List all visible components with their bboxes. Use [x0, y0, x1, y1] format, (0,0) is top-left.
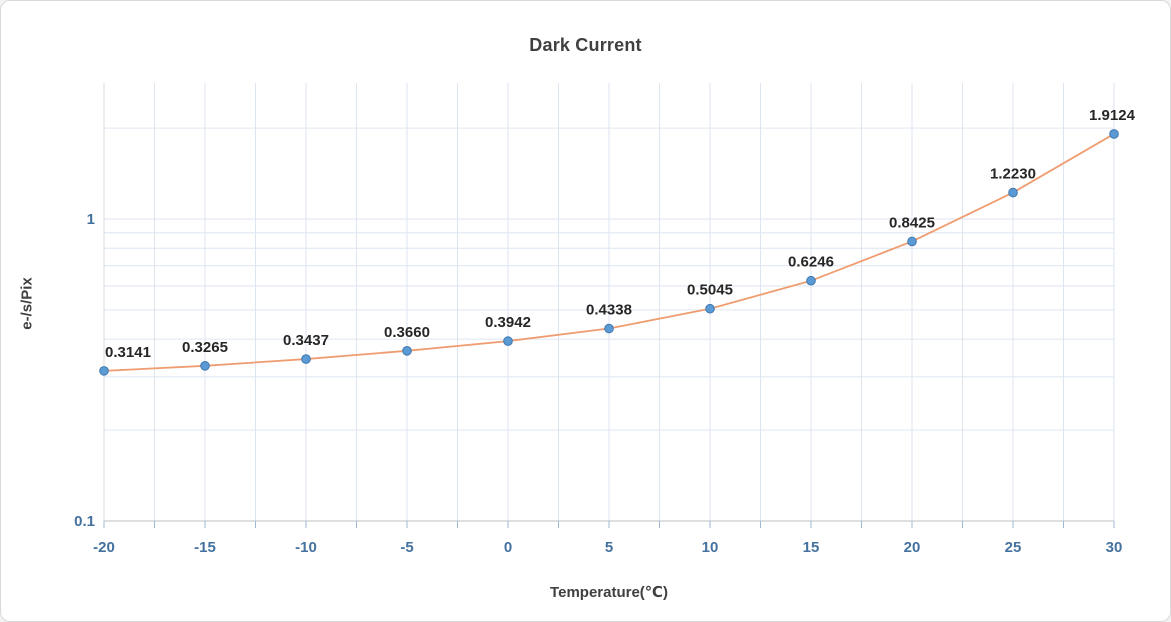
data-point-marker [1109, 129, 1119, 139]
data-point-label: 0.3942 [485, 314, 531, 331]
data-point-marker [1008, 187, 1018, 198]
x-tick-label: 5 [605, 539, 613, 556]
data-point-marker [99, 366, 109, 376]
x-tick-label: 20 [904, 539, 921, 556]
data-point-label: 0.3141 [105, 344, 151, 361]
data-point-label: 0.6246 [788, 254, 834, 271]
data-point-marker [604, 323, 614, 334]
y-tick-label: 0.1 [74, 513, 95, 530]
x-tick-label: 30 [1106, 539, 1123, 556]
data-point-label: 0.3660 [384, 324, 430, 341]
y-tick-label: 1 [87, 211, 95, 228]
data-point-label: 0.5045 [687, 282, 733, 299]
x-tick-label: -10 [295, 539, 317, 556]
data-point-marker [705, 303, 715, 314]
data-point-label: 0.3265 [182, 339, 228, 356]
x-tick-label: 15 [803, 539, 820, 556]
data-point-marker [200, 360, 210, 371]
data-point-label: 1.2230 [990, 166, 1036, 183]
data-point-marker [907, 236, 917, 247]
x-tick-label: -20 [93, 539, 115, 556]
x-tick-label: 0 [504, 539, 512, 556]
x-tick-label: -15 [194, 539, 216, 556]
y-axis-title: e-/s/Pix [18, 277, 36, 330]
data-point-label: 0.8425 [889, 214, 935, 231]
x-tick-label: 10 [702, 539, 719, 556]
chart-title: Dark Current [529, 35, 642, 55]
data-point-label: 0.3437 [283, 332, 329, 349]
data-point-marker [806, 275, 816, 286]
data-point-marker [301, 354, 311, 364]
data-point-label: 1.9124 [1089, 107, 1136, 124]
x-tick-label: -5 [400, 539, 413, 556]
data-point-label: 0.4338 [586, 302, 632, 319]
x-axis-title: Temperature(℃) [550, 584, 668, 601]
data-point-marker [503, 336, 513, 346]
x-tick-label: 25 [1005, 539, 1022, 556]
data-point-marker [402, 346, 412, 356]
